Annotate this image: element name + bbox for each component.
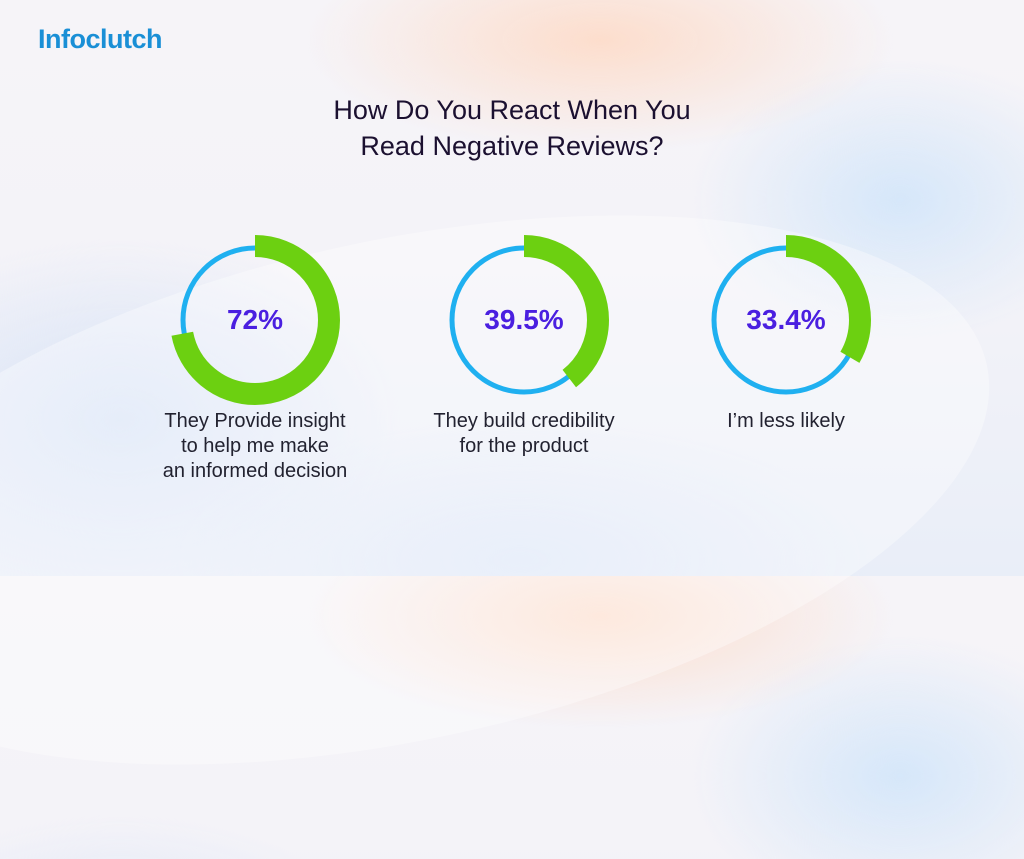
stat-item-insight: 72% They Provide insight to help me make… [125,225,385,484]
donut-ring-icon [701,235,871,405]
stat-label-line: for the product [459,435,589,457]
percent-value: 72% [226,304,284,335]
stat-label: They build credibility for the product [394,409,654,459]
stat-label-line: I’m less likely [727,410,845,432]
donut-ring-icon [439,235,609,405]
donut-chart: 72% [160,225,350,415]
stat-label-line: an informed decision [162,460,348,482]
stat-label-line: They build credibility [433,410,615,432]
donut-chart: 33.4% [691,225,881,415]
percent-value: 39.5% [484,304,564,335]
chart-title: How Do You React When You Read Negative … [0,92,1024,164]
stat-label-line: to help me make [181,435,329,457]
stat-label: They Provide insight to help me make an … [125,409,385,484]
donut-chart: 39.5% [429,225,619,415]
chart-title-line-1: How Do You React When You [333,95,691,125]
stat-label: I’m less likely [656,409,916,434]
chart-title-line-2: Read Negative Reviews? [360,131,664,161]
stat-item-credibility: 39.5% They build credibility for the pro… [394,225,654,459]
stat-item-less-likely: 33.4% I’m less likely [656,225,916,434]
donut-ring-icon [170,235,340,405]
stat-label-line: They Provide insight [164,410,346,432]
percent-value: 33.4% [746,304,826,335]
infoclutch-logo: Infoclutch [38,24,163,54]
